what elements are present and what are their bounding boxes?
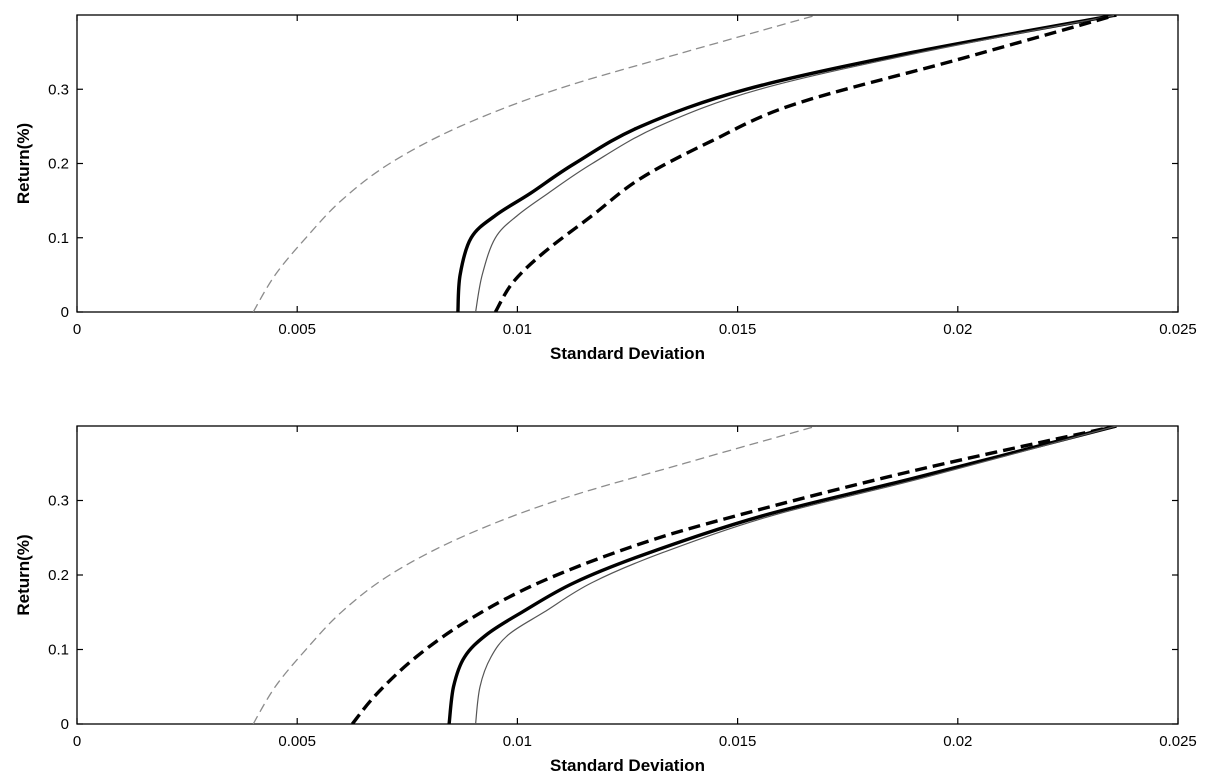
y-tick-label-0-2: 0.2 xyxy=(48,567,69,584)
series-line-thin-dashed xyxy=(252,15,818,312)
x-tick-label-0-025: 0.025 xyxy=(1159,733,1197,750)
series-line-thin-dashed xyxy=(252,426,818,724)
x-axis-title: Standard Deviation xyxy=(550,344,705,363)
x-tick-label-0: 0 xyxy=(73,321,81,338)
series-line-thin-solid xyxy=(475,15,1117,312)
x-tick-label-0-005: 0.005 xyxy=(278,321,316,338)
y-tick-label-0: 0 xyxy=(61,716,69,733)
y-axis-title: Return(%) xyxy=(14,534,33,615)
y-tick-label-0-3: 0.3 xyxy=(48,81,69,98)
x-tick-label-0-02: 0.02 xyxy=(943,321,972,338)
plot-frame xyxy=(76,14,1179,313)
x-tick-label-0-01: 0.01 xyxy=(503,321,532,338)
series-line-thick-dashed xyxy=(493,15,1117,312)
x-tick-label-0-025: 0.025 xyxy=(1159,321,1197,338)
y-axis-title: Return(%) xyxy=(14,123,33,204)
series-line-thick-dashed xyxy=(350,426,1117,724)
plot-frame xyxy=(76,425,1179,725)
x-tick-label-0-015: 0.015 xyxy=(719,733,757,750)
y-tick-label-0-1: 0.1 xyxy=(48,230,69,247)
x-axis-title: Standard Deviation xyxy=(550,756,705,775)
series-line-thick-solid xyxy=(456,15,1117,312)
y-tick-label-0-1: 0.1 xyxy=(48,642,69,659)
x-tick-label-0-02: 0.02 xyxy=(943,733,972,750)
chart-panel-bottom: 0 0.005 0.01 0.015 0.02 0.025 0 0.1 0.2 0.3 Standa… xyxy=(14,425,1197,775)
y-tick-label-0-2: 0.2 xyxy=(48,156,69,173)
x-tick-label-0-015: 0.015 xyxy=(719,321,757,338)
series-line-thick-solid xyxy=(447,426,1117,724)
y-tick-label-0-3: 0.3 xyxy=(48,493,69,510)
y-tick-label-0: 0 xyxy=(61,304,69,321)
series-line-thin-solid xyxy=(475,426,1117,724)
x-tick-label-0-005: 0.005 xyxy=(278,733,316,750)
chart-panel-top: 0 0.005 0.01 0.015 0.02 0.025 0 0.1 0.2 0.3 Standa… xyxy=(14,14,1197,363)
x-tick-label-0: 0 xyxy=(73,733,81,750)
x-tick-label-0-01: 0.01 xyxy=(503,733,532,750)
